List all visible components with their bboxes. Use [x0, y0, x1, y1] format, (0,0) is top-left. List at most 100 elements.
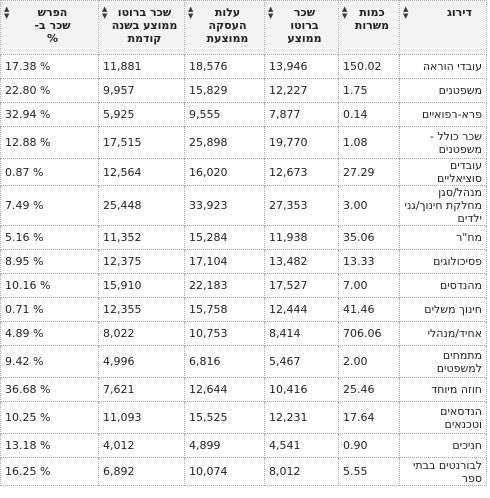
cell-salary: 8,012: [264, 457, 339, 486]
table-row: מח"ר 35.06 11,938 15,284 11,352 5.16 %: [0, 225, 487, 250]
cell-diff: 13.18 %: [0, 433, 99, 458]
column-header-cost-label-2: העסקה: [208, 19, 247, 32]
cell-prev-salary: 6,892: [98, 457, 185, 486]
column-header-diff-label-3: %: [46, 32, 59, 45]
table-row: מהנדסים 7.00 17,527 22,183 15,910 10.16 …: [0, 273, 487, 298]
cell-cost: 22,183: [184, 273, 265, 298]
column-header-diff-label-2: שכר ב-: [34, 19, 71, 32]
table-row: הנדסאים וטכנאים 17.64 12,231 15,525 11,0…: [0, 401, 487, 434]
table-row: עובדים סוציאליים 27.29 12,673 16,020 12,…: [0, 158, 487, 186]
column-header-salary[interactable]: ▲ ▼ שכר ברוטו ממוצע: [264, 0, 339, 55]
cell-count: 13.33: [338, 249, 400, 274]
cell-count: 150.02: [338, 54, 400, 79]
cell-rank: חוזה מיוחד: [399, 377, 487, 402]
table-row: חניכים 0.90 4,541 4,899 4,012 13.18 %: [0, 433, 487, 458]
cell-salary: 11,938: [264, 225, 339, 250]
cell-diff: 5.16 %: [0, 225, 99, 250]
cell-rank: שכר כולל - משפטנים: [399, 126, 487, 159]
table-row: שכר כולל - משפטנים 1.08 19,770 25,898 17…: [0, 126, 487, 159]
cell-prev-salary: 11,881: [98, 54, 185, 79]
cell-count: 35.06: [338, 225, 400, 250]
cell-salary: 4,541: [264, 433, 339, 458]
column-header-count-label-2: משרות: [354, 19, 390, 32]
table-row: לבורנטים בבתי ספר 5.55 8,012 10,074 6,89…: [0, 457, 487, 486]
cell-diff: 4.89 %: [0, 321, 99, 346]
cell-diff: 36.68 %: [0, 377, 99, 402]
cell-rank: עובדי הוראה: [399, 54, 487, 79]
table-row: פסיכולוגים 13.33 13,482 17,104 12,375 8.…: [0, 249, 487, 274]
cell-diff: 16.25 %: [0, 457, 99, 486]
cell-salary: 17,527: [264, 273, 339, 298]
column-header-count-label-1: כמות: [359, 6, 385, 19]
cell-diff: 10.25 %: [0, 401, 99, 434]
sort-icon: ▲ ▼: [403, 5, 409, 20]
column-header-prev-salary-label-3: קודמת: [127, 32, 162, 45]
cell-rank: אחיד/מנהלי: [399, 321, 487, 346]
cell-count: 1.08: [338, 126, 400, 159]
cell-count: 25.46: [338, 377, 400, 402]
cell-count: 7.00: [338, 273, 400, 298]
cell-count: 1.75: [338, 78, 400, 103]
cell-cost: 9,555: [184, 102, 265, 127]
cell-count: 3.00: [338, 185, 400, 226]
cell-cost: 16,020: [184, 158, 265, 186]
cell-salary: 12,227: [264, 78, 339, 103]
cell-cost: 25,898: [184, 126, 265, 159]
column-header-salary-label-1: שכר: [293, 6, 316, 19]
cell-rank: לבורנטים בבתי ספר: [399, 457, 487, 486]
cell-count: 27.29: [338, 158, 400, 186]
cell-cost: 12,644: [184, 377, 265, 402]
cell-cost: 33,923: [184, 185, 265, 226]
cell-rank: מנהל/סגן מחלקת חינוך/גני ילדים: [399, 185, 487, 226]
sort-icon: ▲ ▼: [268, 5, 274, 20]
cell-rank: פרא-רפואיים: [399, 102, 487, 127]
table-row: חינוך משלים 41.46 12,444 15,758 12,355 0…: [0, 297, 487, 322]
column-header-diff-label-1: הפרש: [37, 6, 68, 19]
cell-prev-salary: 8,022: [98, 321, 185, 346]
column-header-cost-label-1: עלות: [214, 6, 241, 19]
cell-rank: פסיכולוגים: [399, 249, 487, 274]
cell-salary: 12,444: [264, 297, 339, 322]
cell-diff: 0.87 %: [0, 158, 99, 186]
column-header-salary-label-2: ברוטו: [290, 19, 319, 32]
column-header-count[interactable]: ▲ ▼ כמות משרות: [338, 0, 400, 55]
cell-salary: 5,467: [264, 345, 339, 378]
cell-salary: 12,231: [264, 401, 339, 434]
column-header-prev-salary[interactable]: ▲ ▼ שכר ברוטו ממוצע בשנה קודמת: [98, 0, 185, 55]
cell-prev-salary: 17,515: [98, 126, 185, 159]
cell-salary: 27,353: [264, 185, 339, 226]
cell-rank: מתמחים למשפטים: [399, 345, 487, 378]
table-row: אחיד/מנהלי 706.06 8,414 10,753 8,022 4.8…: [0, 321, 487, 346]
cell-cost: 10,753: [184, 321, 265, 346]
cell-salary: 8,414: [264, 321, 339, 346]
cell-cost: 17,104: [184, 249, 265, 274]
cell-cost: 15,284: [184, 225, 265, 250]
cell-diff: 10.16 %: [0, 273, 99, 298]
table-row: חוזה מיוחד 25.46 10,416 12,644 7,621 36.…: [0, 377, 487, 402]
cell-diff: 7.49 %: [0, 185, 99, 226]
cell-prev-salary: 12,375: [98, 249, 185, 274]
cell-prev-salary: 7,621: [98, 377, 185, 402]
cell-prev-salary: 12,564: [98, 158, 185, 186]
cell-diff: 8.95 %: [0, 249, 99, 274]
column-header-diff[interactable]: ▲ ▼ הפרש שכר ב- %: [0, 0, 99, 55]
cell-salary: 10,416: [264, 377, 339, 402]
cell-rank: עובדים סוציאליים: [399, 158, 487, 186]
column-header-cost[interactable]: ▲ ▼ עלות העסקה ממוצעת: [184, 0, 265, 55]
sort-icon: ▲ ▼: [102, 5, 108, 20]
cell-rank: מהנדסים: [399, 273, 487, 298]
header-row: ▲ ▼ דירוג ▲ ▼ כמות משרות ▲ ▼ שכר ברוטו ממוצ…: [0, 0, 487, 55]
cell-diff: 12.88 %: [0, 126, 99, 159]
cell-cost: 6,816: [184, 345, 265, 378]
sort-icon: ▲ ▼: [4, 5, 10, 20]
column-header-cost-label-3: ממוצעת: [206, 32, 249, 45]
cell-cost: 15,525: [184, 401, 265, 434]
column-header-rank-label: דירוג: [446, 6, 472, 19]
table-row: עובדי הוראה 150.02 13,946 18,576 11,881 …: [0, 54, 487, 79]
cell-cost: 15,758: [184, 297, 265, 322]
column-header-rank[interactable]: ▲ ▼ דירוג: [399, 0, 487, 55]
sort-icon: ▲ ▼: [188, 5, 194, 20]
cell-rank: הנדסאים וטכנאים: [399, 401, 487, 434]
cell-count: 0.90: [338, 433, 400, 458]
